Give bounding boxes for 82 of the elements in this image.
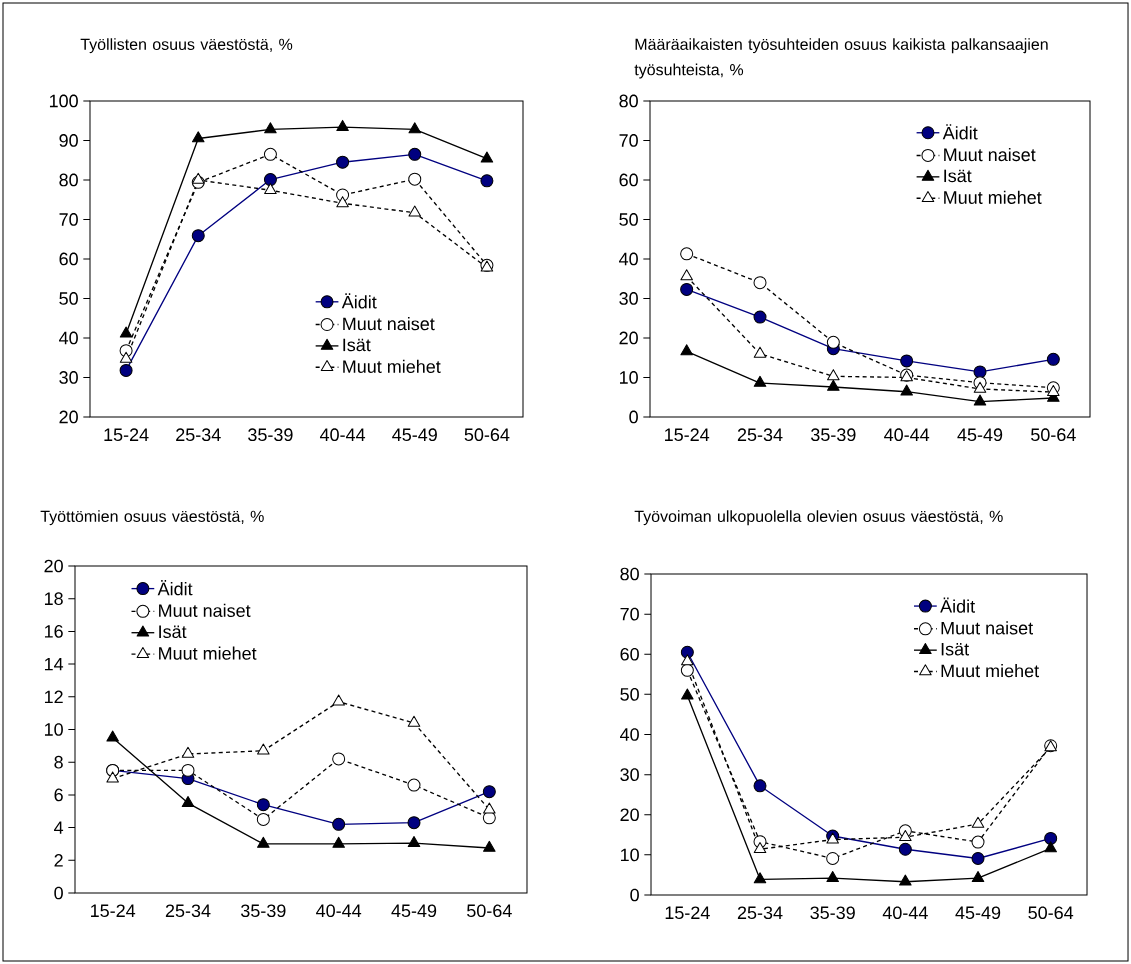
x-tick-label: 40-44 xyxy=(316,904,362,918)
x-tick-label: 25-34 xyxy=(737,906,783,920)
legend-label: Muut miehet xyxy=(159,646,257,660)
x-tick-label: 35-39 xyxy=(810,906,855,920)
y-tick-label: 40 xyxy=(620,728,639,741)
legend-label: Äidit xyxy=(341,293,377,309)
y-tick-label: 100 xyxy=(49,94,78,108)
chart-title: Työttömien osuus väestöstä, % xyxy=(40,510,264,526)
x-tick-label: 25-34 xyxy=(737,428,783,442)
legend-label: Muut naiset xyxy=(944,147,1036,162)
y-tick-label: 10 xyxy=(44,723,63,736)
legend-label: Isät xyxy=(941,642,969,656)
x-tick-label: 50-64 xyxy=(464,428,510,442)
x-tick-label: 25-34 xyxy=(176,428,221,442)
y-tick-label: 90 xyxy=(59,134,78,147)
y-tick-label: 20 xyxy=(619,331,638,345)
x-tick-label: 40-44 xyxy=(882,906,928,920)
x-tick-label: 45-49 xyxy=(955,906,1001,920)
x-tick-label: 50-64 xyxy=(1028,906,1074,920)
y-tick-label: 50 xyxy=(619,213,638,226)
y-tick-label: 30 xyxy=(59,371,78,384)
y-tick-label: 60 xyxy=(59,252,78,266)
x-tick-label: 15-24 xyxy=(665,906,710,920)
x-tick-label: 15-24 xyxy=(104,428,149,442)
x-tick-label: 35-39 xyxy=(811,428,856,442)
y-tick-label: 10 xyxy=(619,371,638,384)
y-tick-label: 8 xyxy=(54,755,63,769)
y-tick-label: 70 xyxy=(620,607,639,621)
x-tick-label: 15-24 xyxy=(91,904,136,918)
chart-title: Työvoiman ulkopuolella olevien osuus väestöstä, % xyxy=(634,510,1003,526)
y-tick-label: 40 xyxy=(619,252,638,266)
legend-label: Muut naiset xyxy=(159,603,251,618)
x-tick-label: 40-44 xyxy=(319,428,366,442)
legend-label: Muut naiset xyxy=(343,317,435,331)
x-tick-label: 15-24 xyxy=(665,428,710,442)
y-tick-label: 0 xyxy=(54,886,63,900)
x-tick-label: 50-64 xyxy=(467,904,512,918)
y-tick-label: 20 xyxy=(44,559,63,573)
x-tick-label: 45-49 xyxy=(391,904,437,918)
y-tick-label: 50 xyxy=(59,292,78,305)
y-tick-label: 60 xyxy=(619,173,638,187)
y-tick-label: 20 xyxy=(59,410,78,424)
legend-label: Muut miehet xyxy=(944,190,1042,204)
chart-title: Määräaikaisten työsuhteiden osuus kaikista palkansaajien työsuhteista, % xyxy=(634,38,1048,79)
legend-label: Muut miehet xyxy=(343,359,441,373)
y-tick-label: 4 xyxy=(54,821,64,834)
y-tick-label: 2 xyxy=(54,854,63,867)
y-tick-label: 10 xyxy=(620,848,639,862)
y-tick-label: 18 xyxy=(44,592,63,606)
x-tick-label: 25-34 xyxy=(165,904,211,918)
y-tick-label: 16 xyxy=(44,625,63,638)
y-tick-label: 6 xyxy=(54,788,63,802)
legend-label: Isät xyxy=(159,625,187,639)
y-tick-label: 0 xyxy=(630,888,639,902)
y-tick-label: 80 xyxy=(620,567,639,581)
y-tick-label: 40 xyxy=(59,331,78,345)
y-tick-label: 80 xyxy=(59,173,78,187)
y-tick-label: 60 xyxy=(620,647,639,661)
legend-label: Muut naiset xyxy=(941,621,1033,635)
y-tick-label: 70 xyxy=(619,134,638,147)
y-tick-label: 12 xyxy=(44,690,63,704)
y-tick-label: 14 xyxy=(44,657,64,671)
legend-label: Isät xyxy=(944,169,972,183)
legend-label: Äidit xyxy=(942,124,978,140)
x-tick-label: 45-49 xyxy=(392,428,437,442)
legend-label: Isät xyxy=(343,338,371,352)
legend-label: Äidit xyxy=(940,597,975,613)
x-tick-label: 50-64 xyxy=(1031,428,1076,442)
y-tick-label: 70 xyxy=(59,213,78,226)
chart-title: Työllisten osuus väestöstä, % xyxy=(80,38,293,54)
y-tick-label: 30 xyxy=(620,768,639,781)
x-tick-label: 35-39 xyxy=(248,428,293,442)
y-tick-label: 0 xyxy=(629,410,638,424)
y-tick-label: 50 xyxy=(620,688,639,701)
legend-label: Muut miehet xyxy=(941,664,1039,678)
x-tick-label: 40-44 xyxy=(884,428,930,442)
y-tick-label: 20 xyxy=(620,808,639,822)
x-tick-label: 35-39 xyxy=(241,904,286,918)
x-tick-label: 45-49 xyxy=(957,428,1003,442)
legend-label: Äidit xyxy=(157,580,193,596)
y-tick-label: 80 xyxy=(619,94,638,108)
y-tick-label: 30 xyxy=(619,292,638,305)
